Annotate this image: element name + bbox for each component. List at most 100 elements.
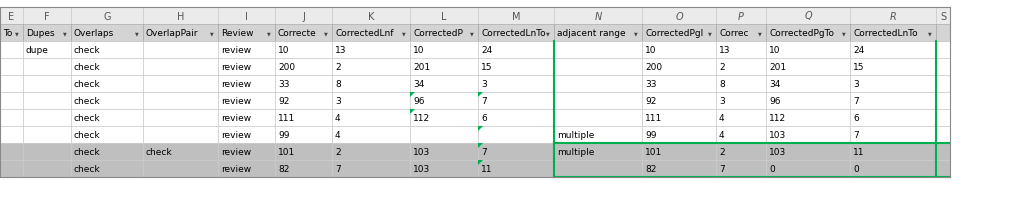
Text: 101: 101: [645, 147, 662, 156]
Text: 6: 6: [481, 113, 487, 122]
Bar: [642, 93, 716, 109]
Bar: [850, 160, 936, 177]
Polygon shape: [478, 160, 483, 165]
Text: CorrectedPgl: CorrectedPgl: [645, 29, 703, 38]
Bar: [332, 42, 410, 59]
Text: Overlaps: Overlaps: [74, 29, 114, 38]
Text: check: check: [74, 97, 101, 105]
Text: M: M: [512, 11, 520, 21]
Text: review: review: [221, 80, 251, 89]
Bar: [0, 160, 23, 177]
Text: Correc: Correc: [719, 29, 749, 38]
Text: CorrectedP: CorrectedP: [413, 29, 462, 38]
Bar: [410, 42, 478, 59]
Bar: [218, 126, 275, 143]
Bar: [23, 8, 71, 25]
Text: 82: 82: [278, 164, 289, 173]
Bar: [716, 126, 766, 143]
Text: 2: 2: [335, 147, 341, 156]
Text: 200: 200: [278, 63, 296, 72]
Bar: [332, 76, 410, 93]
Bar: [71, 109, 143, 126]
Bar: [716, 25, 766, 42]
Text: 4: 4: [335, 113, 341, 122]
Text: 33: 33: [278, 80, 289, 89]
Text: 7: 7: [481, 97, 487, 105]
Text: 4: 4: [335, 130, 341, 139]
Bar: [554, 126, 642, 143]
Bar: [554, 143, 642, 160]
Bar: [218, 160, 275, 177]
Bar: [0, 93, 23, 109]
Text: 13: 13: [335, 46, 346, 55]
Bar: [275, 109, 332, 126]
Polygon shape: [410, 109, 415, 114]
Bar: [850, 126, 936, 143]
Text: review: review: [221, 130, 251, 139]
Bar: [0, 25, 23, 42]
Bar: [218, 8, 275, 25]
Text: ▼: ▼: [758, 31, 762, 36]
Bar: [410, 109, 478, 126]
Bar: [936, 76, 950, 93]
Text: check: check: [74, 46, 101, 55]
Text: 3: 3: [853, 80, 859, 89]
Bar: [71, 42, 143, 59]
Text: 111: 111: [278, 113, 296, 122]
Bar: [716, 143, 766, 160]
Bar: [332, 25, 410, 42]
Bar: [275, 126, 332, 143]
Text: ▼: ▼: [15, 31, 19, 36]
Bar: [275, 8, 332, 25]
Bar: [554, 109, 642, 126]
Text: 13: 13: [719, 46, 730, 55]
Text: 99: 99: [645, 130, 656, 139]
Text: O: O: [676, 11, 683, 21]
Text: 34: 34: [769, 80, 781, 89]
Bar: [332, 59, 410, 76]
Bar: [850, 8, 936, 25]
Text: review: review: [221, 63, 251, 72]
Bar: [554, 76, 642, 93]
Bar: [275, 143, 332, 160]
Text: ▼: ▼: [135, 31, 139, 36]
Text: ▼: ▼: [210, 31, 214, 36]
Bar: [0, 109, 23, 126]
Bar: [218, 59, 275, 76]
Text: check: check: [74, 130, 101, 139]
Text: review: review: [221, 113, 251, 122]
Bar: [332, 126, 410, 143]
Bar: [23, 25, 71, 42]
Bar: [766, 160, 850, 177]
Text: CorrectedLnTo: CorrectedLnTo: [481, 29, 546, 38]
Bar: [850, 143, 936, 160]
Text: L: L: [441, 11, 447, 21]
Bar: [332, 109, 410, 126]
Bar: [766, 25, 850, 42]
Bar: [478, 76, 554, 93]
Text: 103: 103: [413, 147, 431, 156]
Text: J: J: [302, 11, 305, 21]
Text: 111: 111: [645, 113, 662, 122]
Bar: [478, 93, 554, 109]
Text: 2: 2: [719, 63, 725, 72]
Text: review: review: [221, 164, 251, 173]
Bar: [766, 126, 850, 143]
Bar: [0, 76, 23, 93]
Polygon shape: [478, 93, 483, 98]
Text: K: K: [368, 11, 374, 21]
Bar: [410, 126, 478, 143]
Text: 7: 7: [335, 164, 341, 173]
Bar: [642, 109, 716, 126]
Text: H: H: [177, 11, 184, 21]
Text: 103: 103: [413, 164, 431, 173]
Bar: [850, 76, 936, 93]
Text: 15: 15: [481, 63, 492, 72]
Polygon shape: [410, 93, 415, 98]
Bar: [143, 143, 218, 160]
Bar: [0, 59, 23, 76]
Bar: [554, 93, 642, 109]
Bar: [478, 109, 554, 126]
Bar: [143, 25, 218, 42]
Bar: [0, 126, 23, 143]
